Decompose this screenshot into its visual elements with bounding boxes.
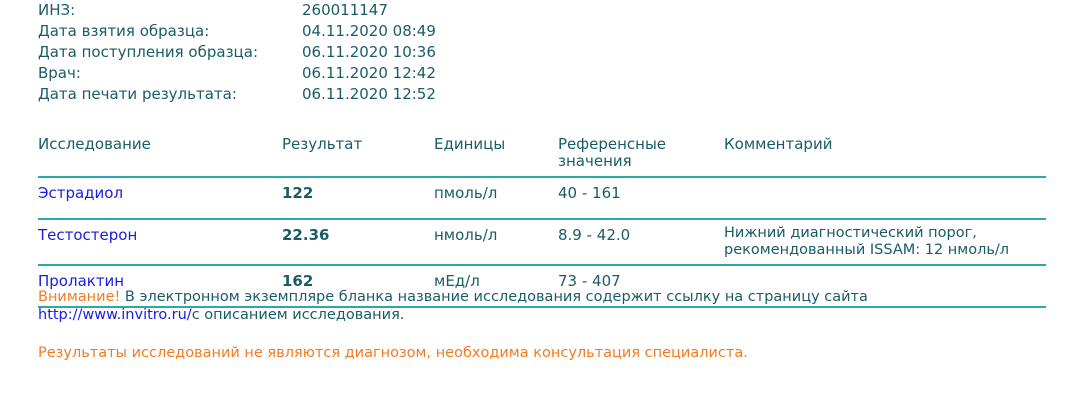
meta-label-print-date: Дата печати результата: [38,85,237,103]
table-divider [38,218,1046,220]
test-comment-line1: Нижний диагностический порог, [724,225,977,241]
meta-label-received-date: Дата поступления образца: [38,43,258,61]
electronic-copy-notice: Внимание! В электронном экземпляре бланк… [38,288,1048,324]
meta-row: Дата поступления образца: 06.11.2020 10:… [38,42,1046,63]
table-row: Тестостерон 22.36 нмоль/л 8.9 - 42.0 Ниж… [38,220,1046,264]
meta-row: Врач: 06.11.2020 12:42 [38,63,1046,84]
lab-results-table: Исследование Результат Единицы Референсн… [38,136,1046,308]
test-result-value: 162 [282,272,314,290]
invitro-website-link[interactable]: http://www.invitro.ru/ [38,307,192,323]
attention-label: Внимание! [38,289,121,305]
test-name-link[interactable]: Тестостерон [38,226,138,244]
column-header-test: Исследование [38,135,151,153]
meta-value-collection-date: 04.11.2020 08:49 [302,22,436,40]
attention-text: В электронном экземпляре бланка название… [120,289,868,305]
test-units: нмоль/л [434,226,498,244]
attention-text-tail: с описанием исследования. [191,307,405,323]
meta-row: Дата взятия образца: 04.11.2020 08:49 [38,21,1046,42]
meta-value-print-date: 06.11.2020 12:52 [302,85,436,103]
column-header-reference-line1: Референсные [558,135,667,153]
meta-value-received-date: 06.11.2020 10:36 [302,43,436,61]
footer-notes: Внимание! В электронном экземпляре бланк… [38,288,1048,362]
test-reference-range: 73 - 407 [558,272,621,290]
table-divider [38,176,1046,178]
test-reference-range: 40 - 161 [558,184,621,202]
meta-value-inz: 260011147 [302,1,388,19]
meta-value-doctor: 06.11.2020 12:42 [302,64,436,82]
table-row: Пролактин 162 мЕд/л 73 - 407 [38,266,1046,306]
table-row: Эстрадиол 122 пмоль/л 40 - 161 [38,178,1046,218]
column-header-reference-line2: значения [558,152,632,170]
meta-row: ИНЗ: 260011147 [38,0,1046,21]
test-result-value: 22.36 [282,226,330,244]
test-reference-range: 8.9 - 42.0 [558,226,631,244]
test-units: мЕд/л [434,272,480,290]
meta-label-collection-date: Дата взятия образца: [38,22,210,40]
medical-disclaimer: Результаты исследований не являются диаг… [38,345,748,361]
table-header-row: Исследование Результат Единицы Референсн… [38,136,1046,176]
column-header-comment: Комментарий [724,135,833,153]
test-name-link[interactable]: Пролактин [38,272,125,290]
table-divider [38,306,1046,308]
column-header-result: Результат [282,135,363,153]
test-comment-line2: рекомендованный ISSAM: 12 нмоль/л [724,242,1010,258]
column-header-units: Единицы [434,135,506,153]
meta-row: Дата печати результата: 06.11.2020 12:52 [38,84,1046,105]
test-name-link[interactable]: Эстрадиол [38,184,124,202]
test-result-value: 122 [282,184,314,202]
meta-label-inz: ИНЗ: [38,1,76,19]
meta-label-doctor: Врач: [38,64,81,82]
test-comment: Нижний диагностический порог, рекомендов… [724,225,1046,259]
table-divider [38,264,1046,266]
test-units: пмоль/л [434,184,498,202]
sample-metadata-block: ИНЗ: 260011147 Дата взятия образца: 04.1… [38,0,1046,105]
column-header-reference: Референсные значения [558,136,724,170]
